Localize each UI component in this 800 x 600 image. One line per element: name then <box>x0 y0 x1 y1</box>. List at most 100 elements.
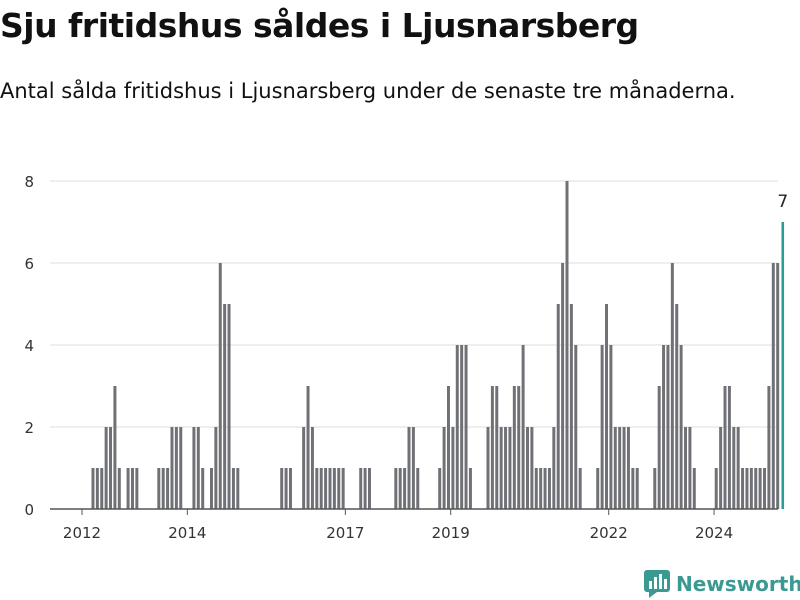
bar <box>670 263 674 509</box>
bar <box>179 427 183 509</box>
bar <box>223 304 227 509</box>
bar <box>100 468 104 509</box>
newsworthy-logo-icon <box>644 570 670 598</box>
bar <box>460 345 464 509</box>
bar <box>565 181 569 509</box>
bar <box>464 345 468 509</box>
bar <box>526 427 529 509</box>
bar <box>675 304 679 509</box>
bar <box>161 468 165 509</box>
bar <box>635 468 639 509</box>
bar <box>719 427 723 509</box>
bar <box>310 427 314 509</box>
bar <box>618 427 622 509</box>
bar <box>174 427 178 509</box>
bar <box>95 468 99 509</box>
bar <box>613 427 617 509</box>
bar <box>403 468 407 509</box>
bar <box>411 427 415 509</box>
x-tick-label: 2019 <box>432 524 470 542</box>
bar <box>517 386 521 509</box>
bar <box>416 468 420 509</box>
bar <box>442 427 446 509</box>
bar <box>468 468 472 509</box>
bar <box>192 427 196 509</box>
bar <box>341 468 345 509</box>
brand-name: Newsworthy <box>676 572 800 596</box>
bar <box>539 468 543 509</box>
bar <box>227 304 231 509</box>
bar <box>315 468 319 509</box>
bar <box>521 345 525 509</box>
bar <box>455 345 459 509</box>
bar <box>512 386 516 509</box>
bar <box>214 427 218 509</box>
x-tick-label: 2024 <box>695 524 733 542</box>
bar <box>499 427 503 509</box>
bar <box>117 468 121 509</box>
bar <box>626 427 630 509</box>
bar <box>749 468 753 509</box>
bar <box>363 468 367 509</box>
x-tick-label: 2022 <box>590 524 628 542</box>
chart-title: Sju fritidshus såldes i Ljusnarsberg <box>0 6 639 45</box>
bar <box>319 468 323 509</box>
bar <box>302 427 306 509</box>
bar <box>288 468 292 509</box>
bar <box>596 468 600 509</box>
bar <box>109 427 113 509</box>
bar <box>126 468 130 509</box>
y-tick-label: 6 <box>24 255 34 273</box>
bar <box>306 386 310 509</box>
bar <box>284 468 288 509</box>
y-tick-label: 8 <box>24 173 34 191</box>
bar <box>714 468 718 509</box>
bar <box>684 427 688 509</box>
bar <box>447 386 450 509</box>
y-tick-label: 0 <box>24 501 34 519</box>
bar <box>201 468 205 509</box>
bar <box>767 386 771 509</box>
bar <box>600 345 604 509</box>
bar <box>324 468 328 509</box>
newsworthy-logo[interactable]: Newsworthy <box>644 570 800 598</box>
bar <box>732 427 736 509</box>
bar <box>547 468 551 509</box>
bar <box>407 427 411 509</box>
bar <box>662 345 666 509</box>
x-tick-label: 2014 <box>168 524 206 542</box>
y-tick-label: 2 <box>24 419 34 437</box>
bar <box>394 468 398 509</box>
bar <box>236 468 240 509</box>
bar <box>666 345 670 509</box>
bar <box>166 468 170 509</box>
bar <box>776 263 780 509</box>
bar <box>754 468 758 509</box>
bar <box>763 468 767 509</box>
bar <box>552 427 556 509</box>
bar <box>495 386 499 509</box>
bar <box>438 468 442 509</box>
data-label: 7 <box>777 192 788 212</box>
bar <box>196 427 200 509</box>
bar <box>170 427 174 509</box>
bar <box>359 468 363 509</box>
bar <box>631 468 635 509</box>
bar <box>113 386 117 509</box>
bar <box>328 468 332 509</box>
bar <box>337 468 341 509</box>
bar <box>332 468 336 509</box>
bar <box>692 468 696 509</box>
bar <box>367 468 371 509</box>
bar <box>771 263 775 509</box>
bar <box>231 468 235 509</box>
bar-highlight <box>781 222 785 509</box>
bar <box>758 468 762 509</box>
bar <box>490 386 494 509</box>
bar <box>723 386 727 509</box>
bar <box>609 345 613 509</box>
y-tick-label: 4 <box>24 337 34 355</box>
bar <box>543 468 547 509</box>
bar <box>653 468 657 509</box>
